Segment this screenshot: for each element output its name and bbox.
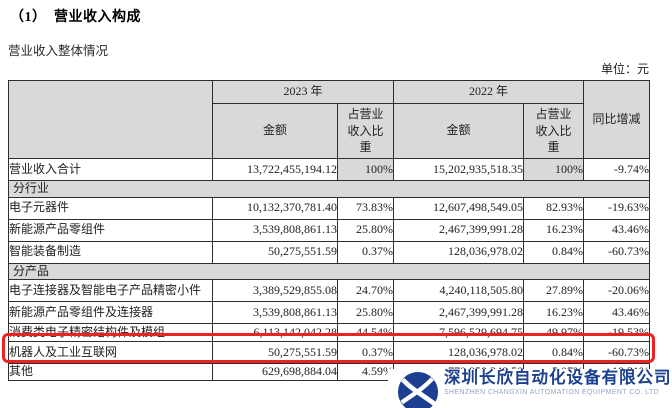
yoy-cell: -19.53% <box>583 323 650 343</box>
pct-2023-cell: 25.80% <box>337 301 394 325</box>
row-label-cell: 智能装备制造 <box>8 240 213 264</box>
table-section-row-product: 分产品 <box>8 262 650 281</box>
year-2023-header: 2023 年 <box>212 80 394 104</box>
pct-2022-cell: 16.23% <box>523 218 584 242</box>
pct-2022-cell: 0.84% <box>523 240 584 264</box>
amount-2023-cell: 50,275,551.59 <box>212 240 338 264</box>
yoy-cell: 43.46% <box>583 218 650 242</box>
amount-2023-header: 金额 <box>212 103 338 159</box>
amount-2022-cell: 2,467,399,991.28 <box>393 301 524 325</box>
row-label-cell: 新能源产品零组件及连接器 <box>8 301 213 325</box>
table-row: 智能装备制造 50,275,551.59 0.37% 128,036,978.0… <box>8 240 650 264</box>
yoy-cell: -9.74% <box>583 158 650 181</box>
company-name-en: SHENZHEN CHANGXIN AUTOMATION EQUIPMENT C… <box>444 388 660 396</box>
table-row-total: 营业收入合计 13,722,455,194.12 100% 15,202,935… <box>8 158 650 181</box>
pct-2022-cell: 100% <box>523 158 584 181</box>
pct-header-text: 占营业收入比重 <box>535 106 572 155</box>
amount-2023-cell: 50,275,551.59 <box>212 341 338 365</box>
row-label-cell: 电子元器件 <box>8 196 213 220</box>
amount-2022-cell: 12,607,498,549.05 <box>393 196 524 220</box>
pct-2023-cell: 73.83% <box>337 196 394 220</box>
yoy-cell: -60.73% <box>583 341 650 365</box>
pct-2022-cell: 16.23% <box>523 301 584 325</box>
yoy-cell: 43.46% <box>583 301 650 325</box>
amount-2022-cell: 2,467,399,991.28 <box>393 218 524 242</box>
pct-2023-cell: 0.37% <box>337 240 394 264</box>
pct-2023-cell: 44.54% <box>337 323 394 343</box>
amount-2022-cell: 7,596,529,694.75 <box>393 323 524 343</box>
company-watermark: 深圳长欣自动化设备有限公司 SHENZHEN CHANGXIN AUTOMATI… <box>388 369 672 408</box>
amount-2022-cell: 128,036,978.02 <box>393 341 524 365</box>
company-name-cn: 深圳长欣自动化设备有限公司 <box>444 369 672 387</box>
amount-2023-cell: 10,132,370,781.40 <box>212 196 338 220</box>
pct-2022-cell: 0.84% <box>523 341 584 365</box>
table-header-row-measures: 金额 占营业收入比重 金额 占营业收入比重 <box>9 103 650 159</box>
amount-2022-cell: 128,036,978.02 <box>393 240 524 264</box>
section-label-cell: 分产品 <box>8 262 650 281</box>
amount-2022-cell: 4,240,118,505.80 <box>393 279 524 303</box>
pct-header-text: 占营业收入比重 <box>347 106 384 155</box>
amount-2023-cell: 629,698,884.04 <box>212 363 338 382</box>
row-label-cell: 电子连接器及智能电子产品精密小件 <box>8 279 213 303</box>
pct-2022-header: 占营业收入比重 <box>523 103 584 159</box>
table-section-row-industry: 分行业 <box>8 180 650 198</box>
yoy-cell: -60.73% <box>583 240 650 264</box>
unit-label: 单位：元 <box>600 62 649 76</box>
pct-2023-cell: 25.80% <box>337 218 394 242</box>
company-name-block: 深圳长欣自动化设备有限公司 SHENZHEN CHANGXIN AUTOMATI… <box>444 369 672 396</box>
pct-2022-cell: 49.97% <box>523 323 584 343</box>
revenue-composition-table: 2023 年 2022 年 同比增减 金额 占营业收入比重 金额 占营业收入比重… <box>8 80 650 382</box>
amount-2023-cell: 3,539,808,861.13 <box>212 218 338 242</box>
amount-2023-cell: 6,113,142,042.28 <box>212 323 338 343</box>
yoy-change-header: 同比增减 <box>583 80 650 159</box>
row-label-cell: 消费类电子精密结构件及模组 <box>8 323 213 343</box>
section-title: （1） 营业收入构成 <box>10 10 141 25</box>
row-label-header-cell <box>8 80 213 159</box>
table-row-robotics-highlighted: 机器人及工业互联网 50,275,551.59 0.37% 128,036,97… <box>8 341 650 365</box>
table-row: 电子连接器及智能电子产品精密小件 3,389,529,855.08 24.70%… <box>8 279 650 303</box>
table-row: 新能源产品零组件及连接器 3,539,808,861.13 25.80% 2,4… <box>8 301 650 325</box>
subsection-title: 营业收入整体情况 <box>8 44 109 58</box>
amount-2023-cell: 3,389,529,855.08 <box>212 279 338 303</box>
amount-2023-cell: 13,722,455,194.12 <box>212 158 338 181</box>
row-label-cell: 其他 <box>8 363 213 382</box>
yoy-cell: -20.06% <box>583 279 650 303</box>
section-label-cell: 分行业 <box>8 180 650 198</box>
year-2022-header: 2022 年 <box>393 80 584 104</box>
table-row: 电子元器件 10,132,370,781.40 73.83% 12,607,49… <box>8 196 650 220</box>
pct-2023-cell: 0.37% <box>337 341 394 365</box>
pct-2022-cell: 82.93% <box>523 196 584 220</box>
pct-2023-cell: 4.59% <box>337 363 394 382</box>
amount-2022-cell: 15,202,935,518.35 <box>393 158 524 181</box>
yoy-cell: -19.63% <box>583 196 650 220</box>
pct-2023-cell: 100% <box>337 158 394 181</box>
pct-2023-header: 占营业收入比重 <box>337 103 394 159</box>
table-row: 消费类电子精密结构件及模组 6,113,142,042.28 44.54% 7,… <box>8 323 650 343</box>
pct-2023-cell: 24.70% <box>337 279 394 303</box>
row-label-cell: 营业收入合计 <box>8 158 213 181</box>
row-label-cell: 新能源产品零组件 <box>8 218 213 242</box>
table-header-row-years: 2023 年 2022 年 同比增减 <box>8 80 650 159</box>
row-label-cell: 机器人及工业互联网 <box>8 341 213 365</box>
amount-2023-cell: 3,539,808,861.13 <box>212 301 338 325</box>
pct-2022-cell: 27.89% <box>523 279 584 303</box>
table-row: 新能源产品零组件 3,539,808,861.13 25.80% 2,467,3… <box>8 218 650 242</box>
amount-2022-header: 金额 <box>393 103 524 159</box>
company-logo-icon <box>397 371 439 408</box>
